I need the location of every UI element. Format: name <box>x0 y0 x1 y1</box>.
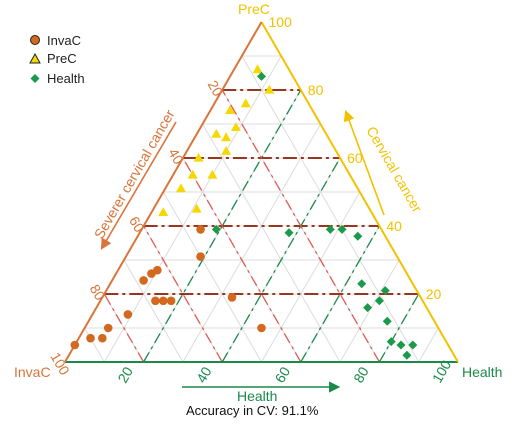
tick-label-invac: 60 <box>126 214 148 236</box>
guide-line-invac <box>143 225 223 363</box>
legend-label-health: Health <box>47 71 85 86</box>
point-invac <box>147 269 156 278</box>
point-prec <box>225 105 236 114</box>
guide-line-health <box>300 225 380 363</box>
grid-line-health <box>339 259 400 363</box>
point-invac <box>98 333 107 343</box>
tick-label-invac: 20 <box>205 78 227 100</box>
grid-line-invac <box>202 123 341 363</box>
point-prec <box>240 98 251 108</box>
point-prec <box>191 203 202 213</box>
guide-line-health <box>378 293 420 363</box>
tick-label-health: 20 <box>114 364 136 386</box>
grid-line-health <box>261 191 361 363</box>
legend-label-invac: InvaC <box>47 33 81 48</box>
legend-marker-prec <box>29 52 41 64</box>
point-invac <box>196 225 205 234</box>
tick-label-invac: 40 <box>165 146 187 168</box>
point-health <box>386 337 396 347</box>
point-prec <box>221 146 232 155</box>
guide-line-invac <box>182 157 302 363</box>
point-health <box>396 340 406 350</box>
point-prec <box>230 122 241 131</box>
grid-line-invac <box>123 259 184 363</box>
grid-line-health <box>182 123 321 363</box>
point-invac <box>227 293 237 302</box>
tick-label-precursor: 80 <box>308 82 324 98</box>
guide-line-invac <box>103 293 145 363</box>
point-health <box>380 286 390 296</box>
point-health <box>353 231 363 241</box>
grid <box>84 55 439 363</box>
point-prec <box>207 169 218 179</box>
point-invac <box>139 276 148 285</box>
guide-line-health <box>221 157 341 363</box>
point-prec <box>193 152 204 162</box>
tick-label-precursor: 60 <box>347 150 363 166</box>
vertex-label-health: Health <box>462 364 502 380</box>
tick-label-health: 80 <box>350 364 372 386</box>
point-invac <box>103 323 113 333</box>
tick-label-precursor: 100 <box>269 14 293 30</box>
point-prec <box>264 84 275 94</box>
point-health <box>402 350 412 360</box>
triangle-frame <box>64 21 459 363</box>
point-invac <box>257 323 266 333</box>
vertex-label-invac: InvaC <box>14 364 51 380</box>
invac-direction-arrow <box>100 121 177 250</box>
legend: InvaC PreC Health <box>29 33 85 86</box>
point-prec <box>175 183 186 193</box>
point-health <box>211 224 221 234</box>
guide-line-invac <box>221 89 380 363</box>
grid-line-invac <box>84 327 105 363</box>
legend-marker-invac <box>30 35 40 45</box>
tick-label-health: 60 <box>272 364 294 386</box>
region-guides <box>103 89 420 363</box>
point-health <box>325 224 335 234</box>
point-invac <box>158 296 168 306</box>
point-health <box>363 303 373 313</box>
grid-line-invac <box>241 55 420 363</box>
grid-line-health <box>418 327 439 363</box>
tick-label-invac: 80 <box>87 282 109 304</box>
point-health <box>382 316 392 326</box>
vertex-label-prec: PreC <box>238 1 270 17</box>
point-health <box>408 340 418 350</box>
point-invac <box>151 296 160 306</box>
point-health <box>284 228 294 238</box>
point-health <box>337 224 347 234</box>
point-prec <box>211 129 222 138</box>
side-label-prec: Cervical cancer <box>363 124 425 216</box>
grid-line-health <box>103 55 282 363</box>
tick-label-health: 40 <box>193 364 215 386</box>
grid-line-invac <box>162 191 262 363</box>
legend-marker-health <box>30 74 40 83</box>
point-invac <box>86 333 95 343</box>
side-label-health: Health <box>237 388 277 404</box>
point-invac <box>166 296 176 306</box>
accuracy-caption: Accuracy in CV: 91.1% <box>186 403 319 418</box>
point-prec <box>221 132 232 142</box>
point-prec <box>252 64 263 74</box>
tick-label-precursor: 40 <box>386 218 402 234</box>
point-prec <box>187 169 198 179</box>
point-health <box>374 296 384 306</box>
tick-label-precursor: 20 <box>426 286 442 302</box>
edge-right <box>260 21 459 363</box>
point-invac <box>123 310 133 319</box>
prec-direction-arrow <box>343 109 385 216</box>
point-invac <box>70 340 80 350</box>
point-invac <box>196 252 205 261</box>
point-prec <box>158 207 169 216</box>
data-points <box>70 64 418 360</box>
legend-label-prec: PreC <box>47 51 77 66</box>
edge-left <box>64 21 263 363</box>
point-health <box>357 279 367 289</box>
point-health <box>257 71 266 81</box>
